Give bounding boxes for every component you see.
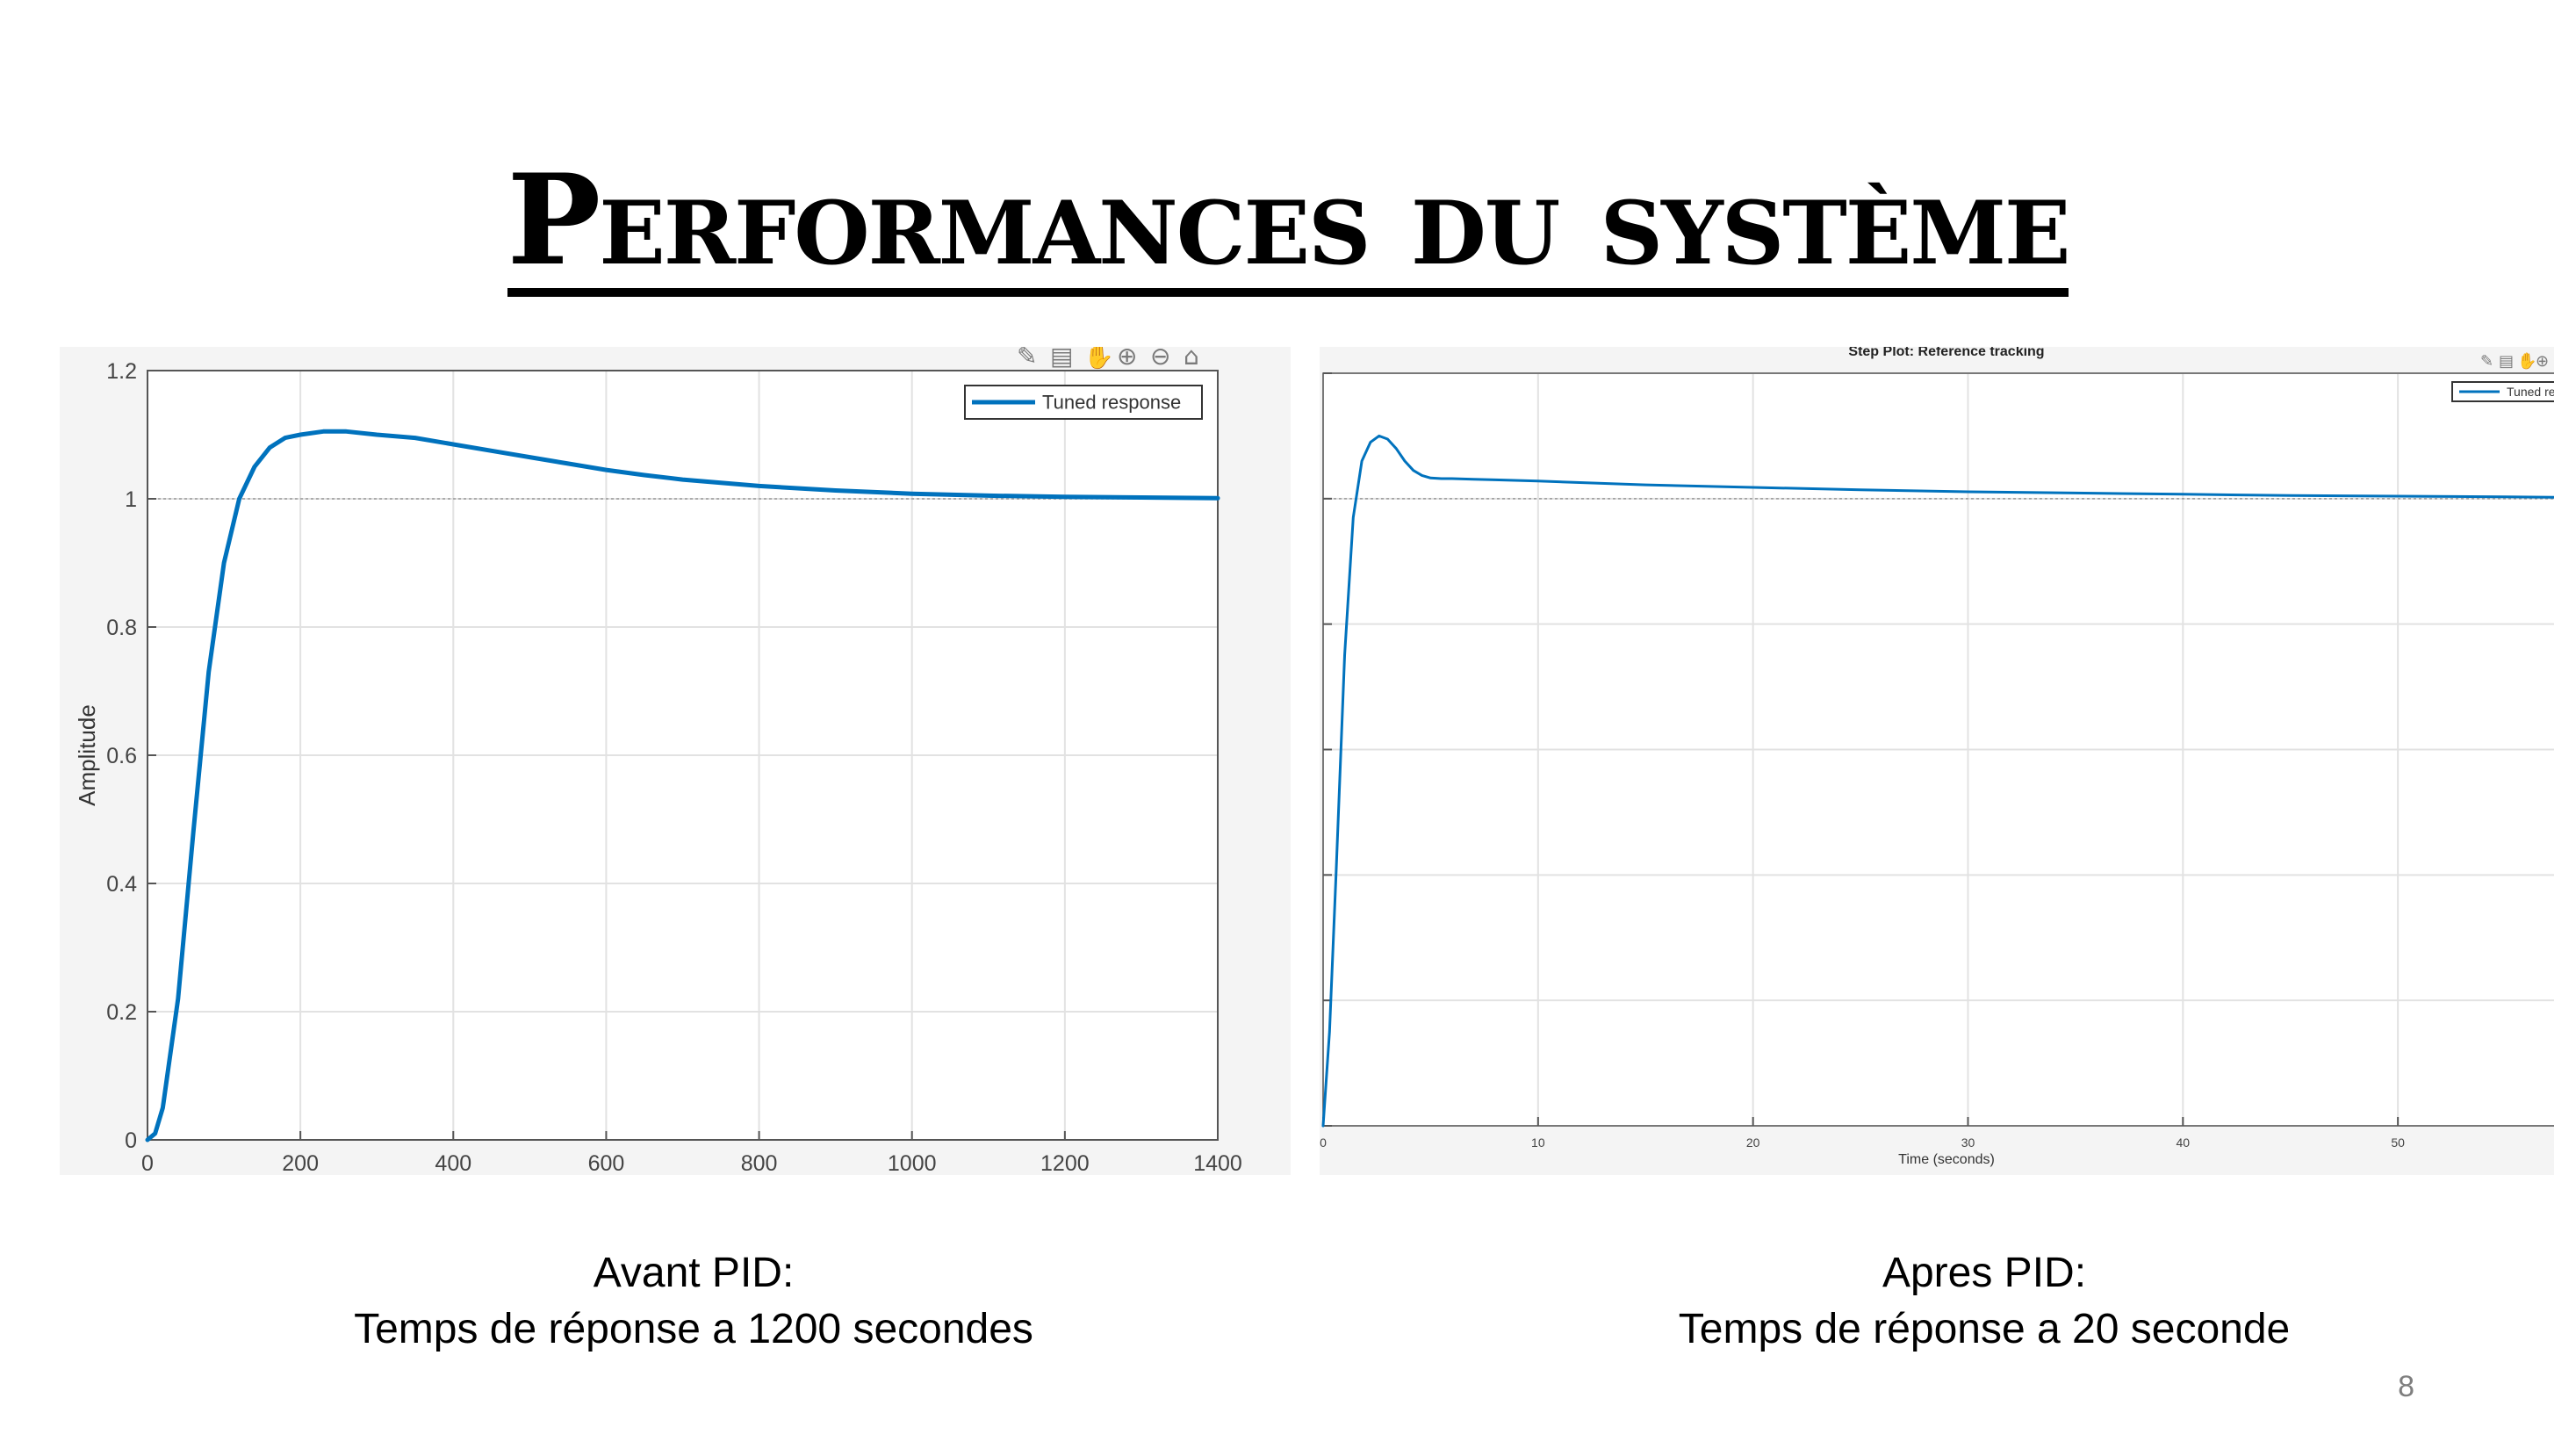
chart-before-pid: 0 200 400 600 800 1000 1200 1400 0 0.2 0.4 0.6 0.8 1 1… (60, 347, 1291, 1175)
c1-x-tick-label: 30 (1961, 1135, 1975, 1150)
slide-number: 8 (2398, 1370, 2414, 1403)
c0-y-tick-label: 0 (125, 1128, 137, 1153)
caption-before-pid: Avant PID: Temps de réponse a 1200 secon… (0, 1245, 1387, 1358)
c1-x-tick-label: 50 (2391, 1135, 2405, 1150)
c0-y-tick-label: 1.2 (106, 359, 137, 384)
pan-icon: ✋ (2517, 351, 2536, 371)
c1-x-tick-label: 0 (1320, 1135, 1327, 1150)
brush-icon: ✎ (1017, 347, 1037, 371)
c0-legend: Tuned response (964, 385, 1203, 420)
c0-x-tick-label: 0 (141, 1151, 154, 1175)
slide-title: Performances du système (0, 158, 2576, 297)
c0-y-axis-label: Amplitude (74, 704, 100, 806)
pan-icon: ✋ (1083, 347, 1114, 371)
c1-legend: Tuned res (2451, 381, 2554, 402)
c0-y-tick-label: 1 (125, 487, 137, 512)
c0-x-tick-label: 1200 (1040, 1151, 1090, 1175)
c1-x-tick-label: 10 (1531, 1135, 1545, 1150)
c1-x-tick-label: 40 (2177, 1135, 2191, 1150)
c1-x-axis-label: Time (seconds) (1898, 1152, 1995, 1167)
slide-title-text: Performances du système (507, 158, 2070, 297)
c0-x-tick-label: 400 (435, 1151, 471, 1175)
datatip-icon: ▤ (1050, 347, 1073, 371)
caption-before-pid-line1: Avant PID: (593, 1250, 795, 1296)
zoom-in-icon: ⊕ (2536, 352, 2549, 371)
c1-legend-box (2451, 381, 2554, 402)
c0-y-tick-label: 0.8 (106, 616, 137, 640)
c0-x-tick-label: 200 (282, 1151, 319, 1175)
home-icon: ⌂ (1184, 347, 1199, 371)
c0-x-tick-label: 600 (588, 1151, 625, 1175)
c1-legend-label: Tuned res (2507, 385, 2554, 399)
chart-before-pid-svg: 0 200 400 600 800 1000 1200 1400 0 0.2 0.4 0.6 0.8 1 1… (74, 347, 1242, 1175)
c0-x-tick-label: 1400 (1193, 1151, 1242, 1175)
c0-series-line (145, 429, 1220, 1143)
c0-y-tick-label: 0.2 (106, 1000, 137, 1025)
chart-after-pid: 0 10 20 30 40 50 Time (seconds) Step Plot: Refe… (1320, 347, 2554, 1175)
c1-chart-title: Step Plot: Reference tracking (1848, 347, 2044, 359)
zoom-out-icon: ⊖ (1150, 347, 1170, 371)
brush-icon: ✎ (2480, 352, 2493, 371)
c1-series-line (1321, 434, 2554, 1128)
caption-after-pid-line1: Apres PID: (1882, 1250, 2087, 1296)
caption-after-pid-line2: Temps de réponse a 20 seconde (1678, 1306, 2291, 1352)
caption-before-pid-line2: Temps de réponse a 1200 secondes (354, 1306, 1033, 1352)
zoom-in-icon: ⊕ (1117, 347, 1137, 371)
datatip-icon: ▤ (2499, 352, 2514, 371)
c0-x-tick-label: 1000 (888, 1151, 937, 1175)
chart-after-pid-svg: 0 10 20 30 40 50 Time (seconds) Step Plot: Refe… (1320, 347, 2554, 1167)
c1-x-tick-label: 20 (1746, 1135, 1760, 1150)
c0-y-tick-label: 0.6 (106, 744, 137, 768)
c0-y-tick-label: 0.4 (106, 872, 137, 897)
c0-x-tick-label: 800 (741, 1151, 778, 1175)
c0-legend-label: Tuned response (1042, 392, 1181, 414)
caption-after-pid: Apres PID: Temps de réponse a 20 seconde (1277, 1245, 2576, 1358)
c1-axes-toolbar: ✎ ▤ ✋⊕ (2480, 351, 2549, 371)
c0-axes-toolbar: ✎ ▤ ✋ ⊕ ⊖ ⌂ (1017, 347, 1199, 371)
